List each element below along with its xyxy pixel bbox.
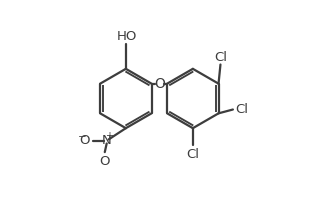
Text: Cl: Cl [235, 103, 248, 116]
Text: +: + [105, 131, 113, 141]
Text: −: − [78, 132, 87, 142]
Text: O: O [100, 155, 110, 168]
Text: HO: HO [117, 30, 137, 43]
Text: Cl: Cl [186, 148, 199, 161]
Text: O: O [79, 134, 90, 147]
Text: Cl: Cl [214, 51, 227, 64]
Text: N: N [102, 134, 112, 147]
Text: O: O [154, 77, 165, 91]
